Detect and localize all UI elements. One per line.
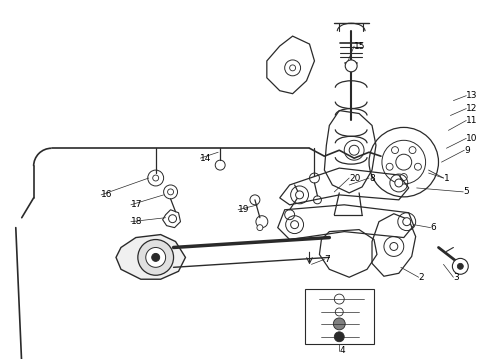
Bar: [305, 289, 374, 344]
Text: 1: 1: [443, 174, 449, 183]
Text: 16: 16: [101, 190, 113, 199]
Circle shape: [396, 154, 412, 170]
Text: 12: 12: [466, 104, 478, 113]
Text: 10: 10: [466, 134, 478, 143]
Circle shape: [291, 221, 298, 229]
Circle shape: [152, 253, 160, 261]
Circle shape: [290, 65, 295, 71]
Circle shape: [345, 60, 357, 72]
Text: 15: 15: [354, 41, 366, 50]
Text: 9: 9: [465, 146, 470, 155]
Circle shape: [457, 264, 464, 269]
Text: 11: 11: [466, 116, 478, 125]
Text: 13: 13: [466, 91, 478, 100]
Text: 14: 14: [200, 154, 212, 163]
Circle shape: [403, 218, 411, 226]
Circle shape: [168, 189, 173, 195]
Circle shape: [349, 145, 359, 155]
Circle shape: [452, 258, 468, 274]
Circle shape: [138, 239, 173, 275]
Circle shape: [153, 175, 159, 181]
Text: 4: 4: [339, 346, 345, 355]
Text: 7: 7: [324, 255, 330, 264]
Text: 20: 20: [349, 174, 361, 183]
Text: 17: 17: [131, 200, 143, 209]
Circle shape: [257, 225, 263, 231]
Text: 3: 3: [453, 273, 459, 282]
Text: 2: 2: [418, 273, 424, 282]
Polygon shape: [116, 235, 185, 279]
Circle shape: [395, 179, 403, 187]
Circle shape: [390, 243, 398, 251]
Text: 18: 18: [131, 217, 143, 226]
Circle shape: [333, 318, 345, 330]
Circle shape: [295, 191, 303, 199]
Circle shape: [334, 332, 344, 342]
Circle shape: [146, 247, 166, 267]
Text: 6: 6: [431, 223, 436, 232]
Text: 5: 5: [464, 188, 469, 197]
Text: 8: 8: [369, 174, 375, 183]
Text: 19: 19: [238, 205, 249, 214]
